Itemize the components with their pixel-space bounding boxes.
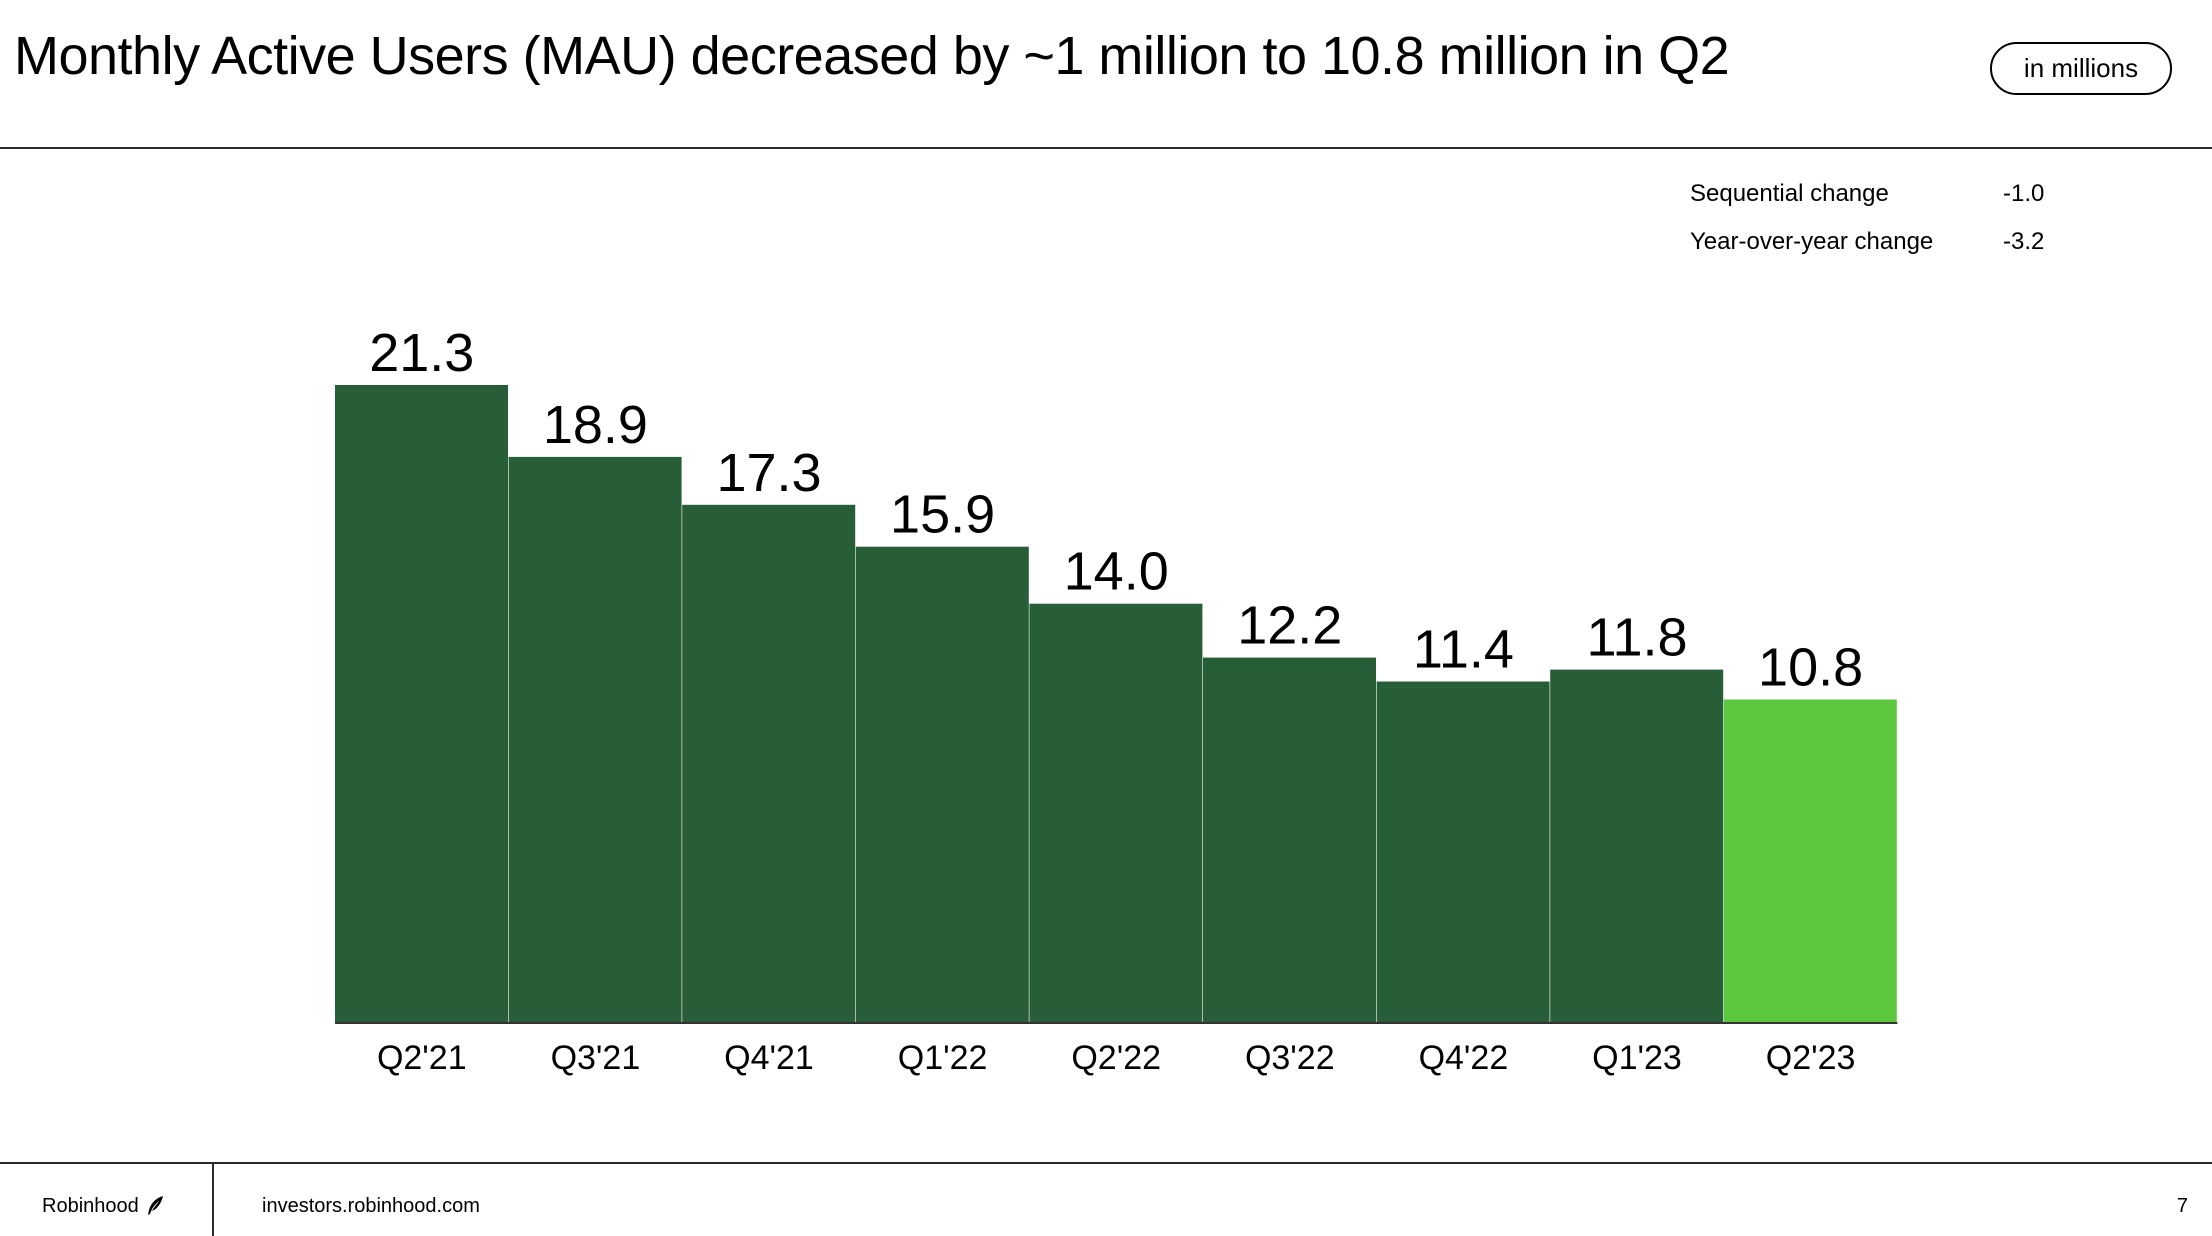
bar-Q4'21 — [682, 504, 856, 1023]
x-tick-label: Q2'22 — [1071, 1039, 1161, 1077]
unit-badge: in millions — [1990, 42, 2172, 95]
x-tick-label: Q1'22 — [898, 1039, 988, 1077]
bar-Q1'22 — [855, 546, 1029, 1023]
bar-Q4'22 — [1376, 681, 1550, 1023]
x-tick-label: Q4'21 — [724, 1039, 814, 1077]
x-tick-label: Q3'21 — [551, 1039, 641, 1077]
x-tick-label: Q2'23 — [1766, 1039, 1856, 1077]
bar-Q3'22 — [1203, 657, 1376, 1023]
investor-site-link[interactable]: investors.robinhood.com — [262, 1195, 480, 1217]
data-label: 11.8 — [1586, 608, 1687, 668]
bar-Q3'21 — [508, 456, 682, 1023]
footer-divider — [0, 1162, 2212, 1164]
stat-value: -3.2 — [2003, 228, 2045, 255]
header-divider — [0, 147, 2212, 149]
data-label: 10.8 — [1758, 638, 1863, 698]
x-tick-label: Q2'21 — [377, 1039, 467, 1077]
bar-Q1'23 — [1550, 669, 1724, 1023]
x-tick-label: Q3'22 — [1245, 1039, 1335, 1077]
feather-icon — [145, 1195, 165, 1217]
brand-name: Robinhood — [42, 1195, 139, 1217]
footer-separator — [212, 1163, 214, 1236]
page-number: 7 — [2176, 1195, 2188, 1217]
bar-Q2'22 — [1029, 603, 1203, 1023]
data-label: 21.3 — [369, 323, 474, 383]
mau-bar-chart: 21.3 Q2'21 18.9 Q3'21 17.3 Q4'21 15.9 Q1'22 14.0… — [335, 323, 1898, 1077]
brand-logo: Robinhood — [42, 1192, 165, 1220]
bar-Q2'23 — [1723, 699, 1897, 1023]
page-title: Monthly Active Users (MAU) decreased by … — [14, 26, 1730, 86]
data-label: 18.9 — [543, 395, 648, 455]
x-tick-label: Q4'22 — [1419, 1039, 1509, 1077]
x-tick-label: Q1'23 — [1592, 1039, 1682, 1077]
data-label: 11.4 — [1413, 620, 1514, 680]
stat-value: -1.0 — [2003, 180, 2045, 207]
data-label: 14.0 — [1064, 542, 1169, 602]
stat-label: Sequential change — [1690, 180, 1889, 207]
data-label: 15.9 — [890, 485, 995, 545]
data-label: 17.3 — [716, 443, 821, 503]
stat-label: Year-over-year change — [1690, 228, 1934, 255]
bar-Q2'21 — [335, 385, 508, 1023]
data-label: 12.2 — [1237, 596, 1342, 656]
